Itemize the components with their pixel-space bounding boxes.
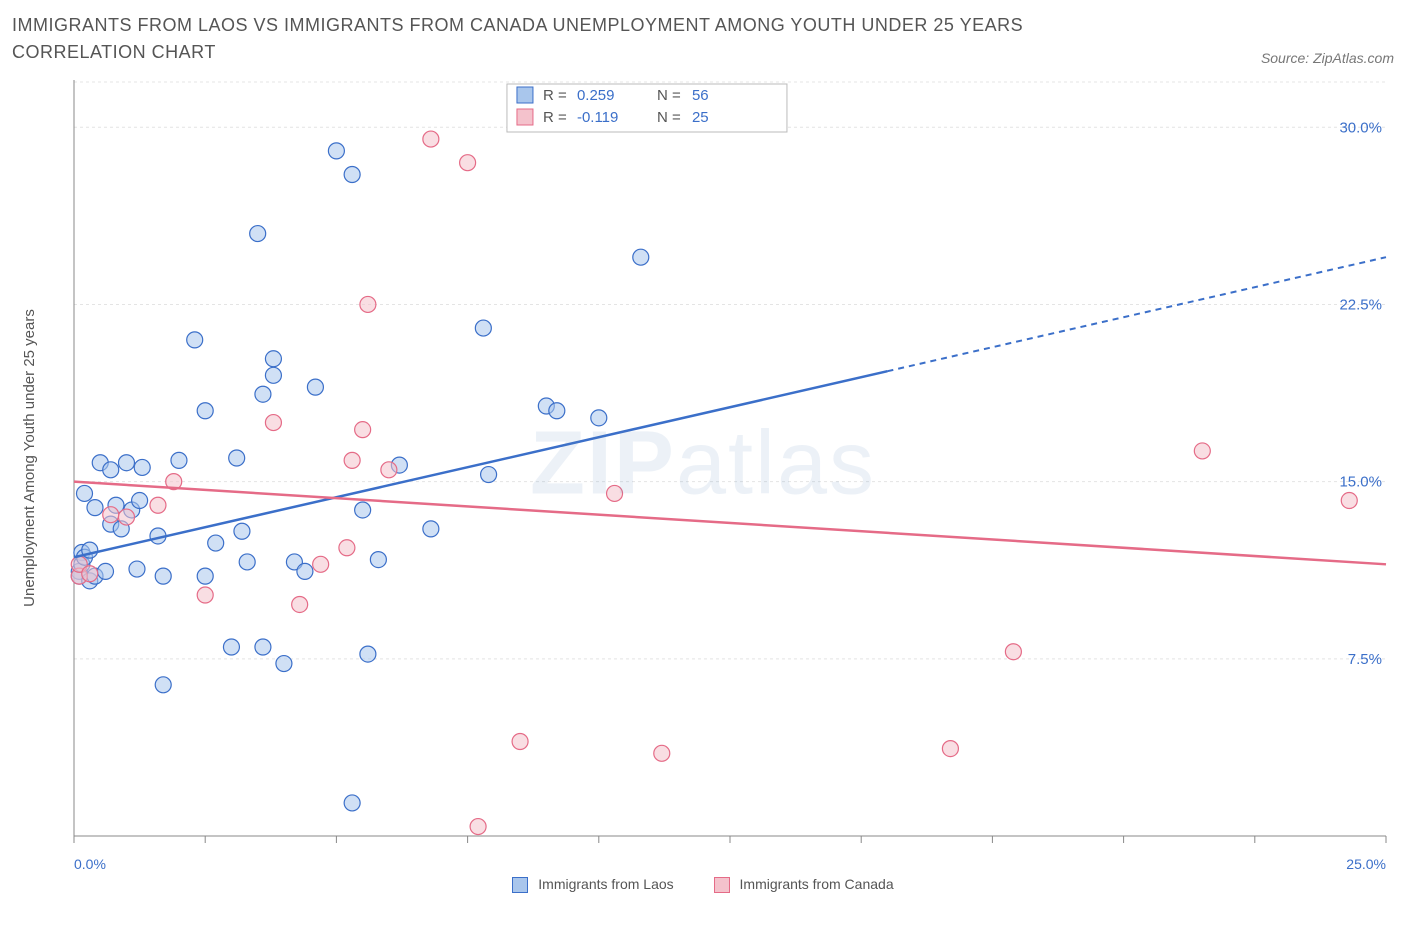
svg-text:56: 56 [692, 87, 709, 104]
svg-text:Unemployment Among Youth under: Unemployment Among Youth under 25 years [21, 309, 38, 607]
scatter-chart: 7.5% 15.0% 22.5% 30.0% Unemployment Among Yo… [12, 74, 1394, 854]
svg-text:15.0%: 15.0% [1339, 474, 1382, 491]
swatch-icon [512, 877, 528, 893]
swatch-icon [714, 877, 730, 893]
chart-area: ZIPatlas 7.5%15.0%22.5%30.0%Unemployment… [12, 74, 1394, 854]
svg-text:30.0%: 30.0% [1339, 119, 1382, 136]
x-axis-min: 0.0% [74, 856, 106, 872]
svg-text:R =: R = [543, 109, 567, 126]
svg-text:7.5%: 7.5% [1348, 651, 1382, 668]
svg-text:-0.119: -0.119 [577, 109, 618, 126]
x-axis-labels: 0.0% 25.0% [12, 856, 1394, 872]
svg-text:N =: N = [657, 109, 681, 126]
legend-bottom: Immigrants from Laos Immigrants from Can… [12, 876, 1394, 893]
svg-text:0.259: 0.259 [577, 87, 615, 104]
svg-text:R =: R = [543, 87, 567, 104]
svg-text:22.5%: 22.5% [1339, 296, 1382, 313]
source-label: Source: ZipAtlas.com [1261, 50, 1394, 66]
x-axis-max: 25.0% [1346, 856, 1386, 872]
legend-item-laos: Immigrants from Laos [512, 876, 673, 893]
chart-title: IMMIGRANTS FROM LAOS VS IMMIGRANTS FROM … [12, 12, 1112, 66]
legend-item-canada: Immigrants from Canada [714, 876, 894, 893]
svg-text:25: 25 [692, 109, 709, 126]
svg-text:N =: N = [657, 87, 681, 104]
